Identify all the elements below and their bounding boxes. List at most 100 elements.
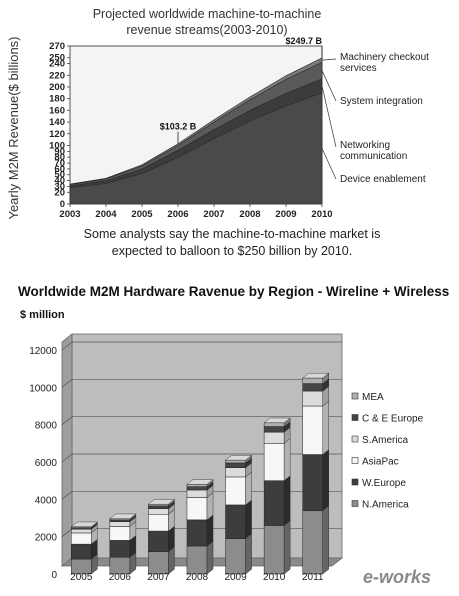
chart2-legend-label: N.America	[362, 500, 409, 511]
bar-face	[225, 467, 246, 478]
chart1-annotation-label: $249.7 B	[285, 36, 322, 46]
chart2-legend: MEA C & E Europe S.America AsiaPac W.Europe N…	[351, 392, 424, 511]
chart1-title-line2: revenue streams(2003-2010)	[126, 23, 287, 37]
bar-2008-n-america	[186, 540, 214, 575]
bar-face	[148, 551, 169, 575]
chart2-x-tick-label: 2010	[263, 572, 286, 583]
chart1-y-tick-label: 40	[54, 176, 65, 187]
bar-2011-asiapac	[302, 400, 329, 455]
bar-face	[263, 431, 285, 444]
bar-face	[148, 503, 169, 507]
bar-face	[263, 443, 285, 481]
chart2-x-tick-label: 2009	[224, 572, 247, 583]
chart2-legend-entry-s-america: S.America	[351, 435, 409, 446]
bar-face	[71, 543, 92, 560]
bar-side	[283, 520, 291, 575]
chart1-y-tick-label: 180	[49, 94, 65, 105]
bar-2007-n-america	[148, 546, 175, 575]
chart1-legend-label: Networking	[340, 140, 390, 151]
bar-face	[186, 519, 208, 547]
chart2-x-tick-label: 2008	[186, 572, 209, 583]
bar-2006-n-america	[109, 551, 137, 575]
chart2-x-tick-label: 2006	[109, 572, 132, 583]
chart1-x-tick-label: 2004	[95, 209, 117, 220]
chart2-bar-stack-2005	[70, 521, 98, 575]
chart1-y-tick-label: 60	[54, 164, 65, 175]
chart2-x-ticks: 2005 2006 2007 2008 2009 2010 2011	[70, 572, 324, 583]
chart1-x-tick-label: 2003	[59, 209, 80, 220]
chart2-bar-stack-2009	[224, 454, 253, 575]
bar-face	[109, 519, 131, 522]
chart2-bar-stack-2006	[109, 513, 137, 575]
chart1-legend-label: services	[340, 63, 377, 74]
area-machinery-checkout-services	[69, 57, 323, 186]
chart2-gridline-side	[61, 416, 73, 425]
chart2-y-tick-label: 6000	[35, 458, 58, 469]
chart1-legend-entry-system-integration: System integration	[321, 70, 423, 107]
chart1-plot-area	[69, 45, 323, 205]
chart1-y-tick-label: 100	[49, 140, 65, 151]
chart1-annotation-label: $103.2 B	[160, 122, 197, 132]
chart1-caption-line1: Some analysts say the machine-to-machine…	[84, 227, 381, 241]
chart2-legend-label: AsiaPac	[362, 457, 399, 468]
chart2-title: Worldwide M2M Hardware Ravenue by Region…	[18, 284, 449, 299]
chart2-plot-area	[60, 333, 344, 575]
chart1-legend-pointer	[321, 58, 337, 61]
bar-face	[71, 532, 92, 545]
chart1-legend: Device enablement Networkingcommunication…	[321, 52, 429, 185]
chart2-bar-stack-2007	[147, 498, 176, 575]
bar-side	[245, 471, 252, 506]
bar-face	[302, 510, 323, 575]
chart1-y-tick-label: 270	[49, 41, 65, 52]
bar-top	[186, 479, 214, 485]
chart2-gridline-side	[61, 528, 73, 537]
bar-face	[263, 422, 285, 427]
chart1-y-tick-label: 220	[49, 70, 65, 81]
chart1-y-tick-label: 90	[54, 146, 65, 157]
chart2-unit-label: $ million	[20, 309, 65, 321]
chart2-bar-stack-2008	[186, 479, 214, 575]
chart1-y-tick-label: 240	[49, 59, 65, 70]
chart1-legend-label: Machinery checkout	[340, 52, 429, 63]
chart2-legend-entry-mea: MEA	[351, 392, 384, 403]
chart1-x-tick-label: 2009	[275, 209, 296, 220]
bar-2011-n-america	[302, 505, 329, 575]
chart2-x-tick-label: 2007	[147, 572, 170, 583]
chart1-annotation: $103.2 B	[160, 122, 197, 144]
bar-face	[109, 540, 131, 558]
chart1-title-line1: Projected worldwide machine-to-machine	[93, 7, 322, 21]
bar-top	[224, 455, 253, 461]
bar-face	[263, 426, 285, 433]
chart2-gridline-side	[61, 341, 73, 351]
bar-2007-asiapac	[148, 509, 175, 532]
chart2-legend-swatch	[351, 500, 359, 507]
bar-2007-w-europe	[148, 525, 175, 553]
chart2-gridline-side	[61, 491, 73, 500]
bar-2009-n-america	[225, 533, 252, 575]
bar-face	[186, 484, 208, 487]
bar-face	[225, 504, 246, 539]
chart2-legend-swatch	[351, 392, 359, 400]
bar-face	[263, 480, 285, 526]
chart1-legend-pointer	[321, 70, 337, 102]
bar-2006-w-europe	[109, 535, 137, 558]
bar-2010-asiapac	[263, 438, 291, 482]
bar-face	[186, 486, 208, 491]
chart2-legend-entry-w-europe: W.Europe	[351, 478, 406, 489]
bar-side	[322, 400, 329, 455]
chart2-bar-stack-2011	[302, 372, 330, 575]
chart1-x-tick-label: 2006	[167, 209, 188, 220]
bar-top	[147, 499, 176, 505]
chart2-legend-label: MEA	[362, 392, 384, 403]
chart1-y-tick-label: 120	[49, 129, 65, 140]
bar-2011-s-america	[302, 385, 329, 407]
chart1-y-tick-label: 250	[49, 53, 65, 64]
bar-side	[283, 438, 291, 482]
bar-face	[302, 383, 323, 392]
bar-side	[245, 499, 252, 539]
chart1-legend-label: communication	[340, 151, 407, 162]
hardware-revenue-chart: Worldwide M2M Hardware Ravenue by Region…	[18, 284, 449, 583]
chart1-legend-entry-device-enablement: Device enablement	[321, 148, 426, 185]
bar-face	[302, 454, 323, 511]
